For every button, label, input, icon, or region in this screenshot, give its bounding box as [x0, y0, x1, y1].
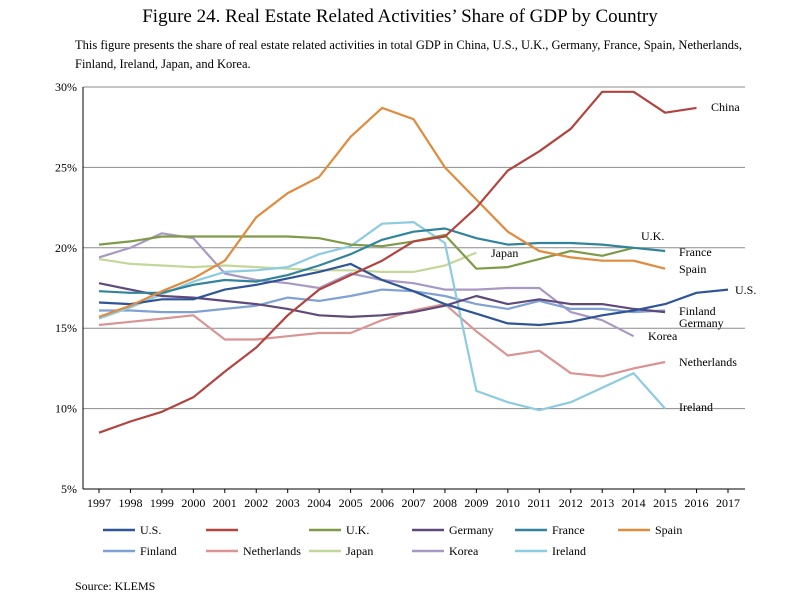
series-line-china	[98, 90, 697, 434]
inline-label-china: China	[711, 100, 740, 114]
x-tick-label: 1999	[150, 496, 174, 510]
series-line-ireland	[98, 221, 666, 412]
x-tick-label: 2000	[181, 496, 205, 510]
x-tick-label: 2012	[559, 496, 583, 510]
legend-label: Korea	[449, 544, 479, 558]
legend-label: Germany	[449, 523, 494, 537]
x-tick-label: 2017	[716, 496, 740, 510]
x-tick-label: 2001	[213, 496, 237, 510]
legend-label: Japan	[346, 544, 373, 558]
legend-label: U.S.	[140, 523, 161, 537]
inline-label-germany: Germany	[679, 316, 724, 330]
y-tick-label: 15%	[55, 321, 77, 335]
series-line-u-s	[98, 262, 729, 327]
figure-description: This figure presents the share of real e…	[75, 38, 742, 71]
inline-label-spain: Spain	[679, 262, 706, 276]
x-tick-label: 2010	[496, 496, 520, 510]
legend-label: Spain	[655, 523, 682, 537]
legend-label: Ireland	[552, 544, 586, 558]
x-tick-label: 2011	[528, 496, 552, 510]
x-tick-label: 2013	[590, 496, 614, 510]
y-tick-label: 30%	[55, 80, 77, 94]
legend-label: Netherlands	[243, 544, 301, 558]
x-tick-label: 2016	[685, 496, 709, 510]
x-tick-label: 2015	[653, 496, 677, 510]
legend-label: U.K.	[346, 523, 369, 537]
inline-label-france: France	[679, 245, 712, 259]
inline-label-u-k: U.K.	[641, 229, 664, 243]
x-tick-label: 2008	[433, 496, 457, 510]
series-line-germany	[98, 282, 666, 318]
x-tick-label: 2007	[402, 496, 426, 510]
inline-label-u-s: U.S.	[735, 283, 756, 297]
legend-label: France	[552, 523, 585, 537]
inline-label-netherlands: Netherlands	[679, 355, 737, 369]
y-tick-label: 20%	[55, 241, 77, 255]
x-tick-label: 2006	[370, 496, 394, 510]
y-tick-label: 5%	[61, 482, 77, 496]
x-tick-label: 2003	[276, 496, 300, 510]
x-tick-label: 1998	[118, 496, 142, 510]
series-line-finland	[99, 288, 666, 314]
inline-label-ireland: Ireland	[679, 400, 713, 414]
legend-label: Finland	[140, 544, 177, 558]
y-tick-label: 10%	[55, 402, 77, 416]
inline-label-finland: Finland	[679, 304, 716, 318]
x-tick-label: 2004	[307, 496, 331, 510]
inline-label-korea: Korea	[648, 329, 678, 343]
source-note: Source: KLEMS	[75, 579, 156, 593]
x-tick-label: 2009	[464, 496, 488, 510]
series-line-france	[98, 227, 666, 294]
x-tick-label: 2005	[339, 496, 363, 510]
x-tick-label: 2014	[622, 496, 646, 510]
series-line-u-k	[98, 233, 634, 270]
x-tick-label: 1997	[87, 496, 111, 510]
series-line-spain	[98, 106, 666, 318]
x-tick-label: 2002	[244, 496, 268, 510]
series-line-japan	[98, 251, 477, 273]
figure-title: Figure 24. Real Estate Related Activitie…	[142, 6, 658, 27]
series-line-netherlands	[98, 303, 666, 378]
inline-label-japan: Japan	[491, 246, 518, 260]
y-tick-label: 25%	[55, 160, 77, 174]
